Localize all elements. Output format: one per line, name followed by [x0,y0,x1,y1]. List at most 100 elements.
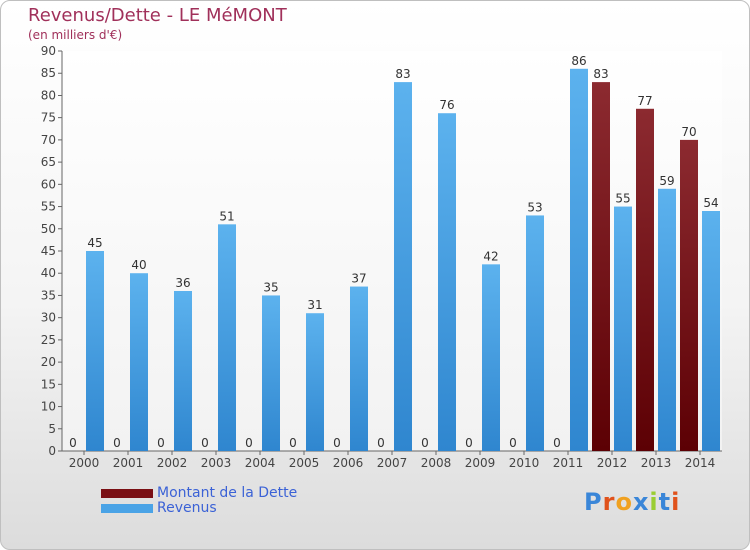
y-tick-label: 60 [41,177,56,191]
y-tick-label: 35 [41,288,56,302]
x-tick-label: 2005 [289,456,320,470]
logo-letter: i [671,488,681,516]
revenus-bar [218,224,236,451]
y-tick-label: 10 [41,400,56,414]
debt-bar-value-label: 0 [465,436,473,450]
y-tick-label: 15 [41,377,56,391]
debt-bar-value-label: 0 [333,436,341,450]
revenus-bar-value-label: 53 [527,200,542,214]
x-tick-label: 2008 [421,456,452,470]
x-tick-label: 2011 [553,456,584,470]
debt-bar-value-label: 0 [69,436,77,450]
debt-bar-value-label: 83 [593,67,608,81]
revenus-bar [306,313,324,451]
logo-letter: x [632,488,650,516]
legend-swatch-revenus [101,504,153,513]
revenus-bar [570,68,588,452]
debt-bar-value-label: 0 [377,436,385,450]
y-tick-label: 30 [41,311,56,325]
y-tick-label: 90 [41,44,56,58]
revenus-bar [350,286,368,451]
debt-bar-value-label: 0 [421,436,429,450]
revenus-bar [658,188,676,451]
revenus-bar-value-label: 42 [483,249,498,263]
x-tick-label: 2000 [69,456,100,470]
y-axis: 0 5 10 15 20 25 30 35 40 45 50 55 60 65 70 75 80 85 90 [41,44,63,458]
revenus-bar-value-label: 31 [307,298,322,312]
debt-bar-value-label: 0 [245,436,253,450]
logo-letter: o [615,488,633,516]
y-tick-label: 85 [41,66,56,80]
revenus-bar [130,273,148,451]
revenus-bar [394,82,412,451]
logo-letter: r [602,488,616,516]
chart-title: Revenus/Dette - LE MéMONT [28,5,287,26]
y-tick-label: 5 [48,422,56,436]
revenus-bar-value-label: 45 [87,236,102,250]
debt-bar [680,139,698,451]
y-tick-label: 70 [41,133,56,147]
revenus-bar-value-label: 35 [263,280,278,294]
x-tick-label: 2013 [641,456,672,470]
debt-bar-value-label: 0 [289,436,297,450]
revenus-bar-value-label: 36 [175,276,190,290]
y-tick-label: 0 [48,444,56,458]
revenus-bar-value-label: 55 [615,192,630,206]
revenus-bar [262,295,280,451]
bars [86,68,720,452]
revenus-bar [174,291,192,451]
logo-letter: i [649,488,659,516]
revenus-bar-value-label: 37 [351,272,366,286]
x-tick-label: 2001 [113,456,144,470]
revenus-bar-value-label: 76 [439,98,454,112]
x-tick-label: 2012 [597,456,628,470]
y-tick-label: 25 [41,333,56,347]
debt-bar-value-label: 0 [157,436,165,450]
y-tick-label: 20 [41,355,56,369]
revenus-bar-value-label: 51 [219,209,234,223]
x-tick-label: 2010 [509,456,540,470]
debt-bar [636,108,654,452]
x-tick-label: 2009 [465,456,496,470]
x-tick-label: 2014 [685,456,716,470]
legend-label-debt: Montant de la Dette [157,485,298,501]
y-tick-label: 55 [41,200,56,214]
proxiti-logo: Proxiti [584,488,680,516]
x-tick-label: 2004 [245,456,276,470]
legend-label-revenus: Revenus [157,500,217,516]
revenus-bar-value-label: 86 [571,54,586,68]
revenus-bar [526,215,544,451]
x-axis: 2000 2001 2002 2003 2004 2005 2006 2007 2008 2009… [62,450,722,470]
x-tick-label: 2002 [157,456,188,470]
debt-bar-value-label: 0 [113,436,121,450]
revenus-bar [482,264,500,451]
revenus-bar [86,251,104,451]
revenus-bar-value-label: 83 [395,67,410,81]
revenus-bar-value-label: 54 [703,196,718,210]
y-tick-label: 75 [41,111,56,125]
revenus-bar [702,211,720,451]
debt-bar-value-label: 0 [553,436,561,450]
plot-area [62,51,722,451]
debt-bar-value-label: 77 [637,94,652,108]
debt-bar-value-label: 70 [681,125,696,139]
revenus-bar [438,113,456,451]
debt-bar-value-label: 0 [509,436,517,450]
logo-letter: t [658,488,672,516]
x-tick-label: 2003 [201,456,232,470]
y-tick-label: 50 [41,222,56,236]
debt-bar-value-label: 0 [201,436,209,450]
logo-letter: P [584,488,603,516]
y-tick-label: 40 [41,266,56,280]
y-tick-label: 65 [41,155,56,169]
y-tick-label: 80 [41,88,56,102]
revenus-bar [614,206,632,451]
y-tick-label: 45 [41,244,56,258]
revenus-bar-value-label: 59 [659,174,674,188]
debt-bar [592,82,610,451]
x-tick-label: 2007 [377,456,408,470]
data-labels: 0 45 0 40 0 36 0 51 0 35 0 31 0 37 0 83 0 76 0 42 0 53 0 86 83 55… [69,54,718,450]
chart-subtitle: (en milliers d'€) [28,28,123,42]
